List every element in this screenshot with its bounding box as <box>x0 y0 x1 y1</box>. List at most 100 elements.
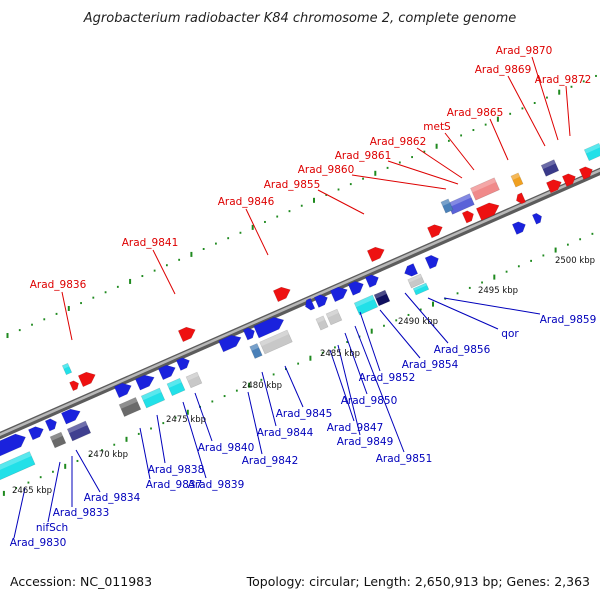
gene-feature <box>69 380 80 392</box>
gene-feature <box>511 221 526 235</box>
gene-feature <box>49 431 67 449</box>
label-leader <box>404 292 449 344</box>
label-leader <box>387 160 459 185</box>
gene-feature <box>510 172 524 188</box>
gene-label: Arad_9869 <box>475 64 532 76</box>
gene-label: Arad_9854 <box>402 359 459 371</box>
gene-feature <box>470 177 500 201</box>
gene-feature <box>516 192 527 205</box>
gene-feature <box>440 198 454 214</box>
label-leaders <box>13 56 571 539</box>
kbp-labels: 2465 kbp 2470 kbp 2475 kbp 2480 kbp 2485 kbp… <box>12 256 595 496</box>
kbp-label: 2500 kbp <box>555 256 595 266</box>
kbp-label: 2495 kbp <box>478 286 518 296</box>
gene-label: Arad_9859 <box>540 314 597 326</box>
label-leader <box>531 56 559 141</box>
gene-feature <box>44 418 57 432</box>
label-leader <box>156 414 166 464</box>
kbp-label: 2490 kbp <box>398 317 438 327</box>
gene-feature <box>329 286 348 303</box>
gene-feature <box>531 212 542 225</box>
gene-feature <box>60 408 81 425</box>
gene-label: qor <box>501 328 519 340</box>
gene-label: Arad_9852 <box>359 372 416 384</box>
gene-label: Arad_9846 <box>218 196 275 208</box>
gene-feature <box>315 315 329 331</box>
label-leader <box>61 291 73 341</box>
gene-feature <box>134 374 155 391</box>
gene-feature <box>347 280 364 296</box>
label-leader <box>443 297 541 315</box>
label-leader <box>337 344 361 436</box>
gene-label: Arad_9830 <box>10 537 67 549</box>
gene-label: Arad_9837 <box>146 479 203 491</box>
label-leader <box>245 208 269 256</box>
gene-feature <box>364 274 379 288</box>
label-leader <box>444 132 475 171</box>
label-leader <box>565 85 571 137</box>
gene-label: Arad_9841 <box>122 237 179 249</box>
gene-feature <box>157 364 176 381</box>
gene-feature <box>313 294 328 308</box>
kbp-label: 2475 kbp <box>166 415 206 425</box>
gene-label: Arad_9838 <box>148 464 205 476</box>
gene-label: Arad_9847 <box>327 422 384 434</box>
gene-feature <box>166 377 186 397</box>
label-leader <box>379 309 421 359</box>
summary-text: Topology: circular; Length: 2,650,913 bp… <box>246 574 590 589</box>
gene-feature <box>77 371 96 388</box>
gene-label: Arad_9860 <box>298 164 355 176</box>
gene-feature <box>373 289 391 307</box>
label-leader <box>284 365 304 408</box>
gene-feature <box>27 426 44 441</box>
gene-label: Arad_9844 <box>257 427 314 439</box>
gene-feature <box>218 334 242 353</box>
gene-label: Arad_9836 <box>30 279 87 291</box>
gene-label: Arad_9855 <box>264 179 321 191</box>
label-leader <box>47 461 61 523</box>
kbp-label: 2470 kbp <box>88 450 128 460</box>
label-leader <box>247 391 263 455</box>
gene-feature <box>447 193 475 215</box>
gene-feature <box>404 263 419 277</box>
label-leader <box>344 332 368 395</box>
label-leader <box>427 297 499 330</box>
gene-label: Arad_9870 <box>496 45 553 57</box>
label-leader <box>13 487 26 539</box>
label-leader <box>317 189 365 215</box>
gene-label: Arad_9856 <box>434 344 491 356</box>
gene-feature <box>366 246 385 263</box>
gene-feature <box>578 166 593 180</box>
gene-label: nifSch <box>36 522 68 534</box>
gene-label: Arad_9839 <box>188 479 245 491</box>
gene-feature <box>475 202 500 221</box>
gene-label: Arad_9851 <box>376 453 433 465</box>
gene-label: metS <box>423 121 451 133</box>
gene-feature <box>177 326 196 343</box>
label-leader <box>329 349 355 422</box>
gene-feature <box>259 329 293 355</box>
label-leader <box>416 147 463 179</box>
gene-feature <box>353 294 379 316</box>
gene-label: Arad_9833 <box>53 507 110 519</box>
accession-text: Accession: NC_011983 <box>10 574 152 589</box>
gene-label: Arad_9845 <box>276 408 333 420</box>
gene-feature <box>412 282 430 296</box>
label-leader <box>182 401 207 479</box>
gene-feature <box>242 327 255 341</box>
label-leader <box>261 371 277 427</box>
gene-label: Arad_9849 <box>337 436 394 448</box>
gene-feature <box>583 142 600 162</box>
label-leader <box>351 174 447 190</box>
gene-feature <box>0 451 36 481</box>
page-title: Agrobacterium radiobacter K84 chromosome… <box>83 11 516 26</box>
label-leader <box>507 75 546 147</box>
gene-feature <box>325 308 343 326</box>
gene-label: Arad_9872 <box>535 74 592 86</box>
kbp-label: 2465 kbp <box>12 486 52 496</box>
label-leader <box>75 449 101 493</box>
gene-label: Arad_9850 <box>341 395 398 407</box>
gene-label: Arad_9865 <box>447 107 504 119</box>
gene-feature <box>253 316 285 339</box>
